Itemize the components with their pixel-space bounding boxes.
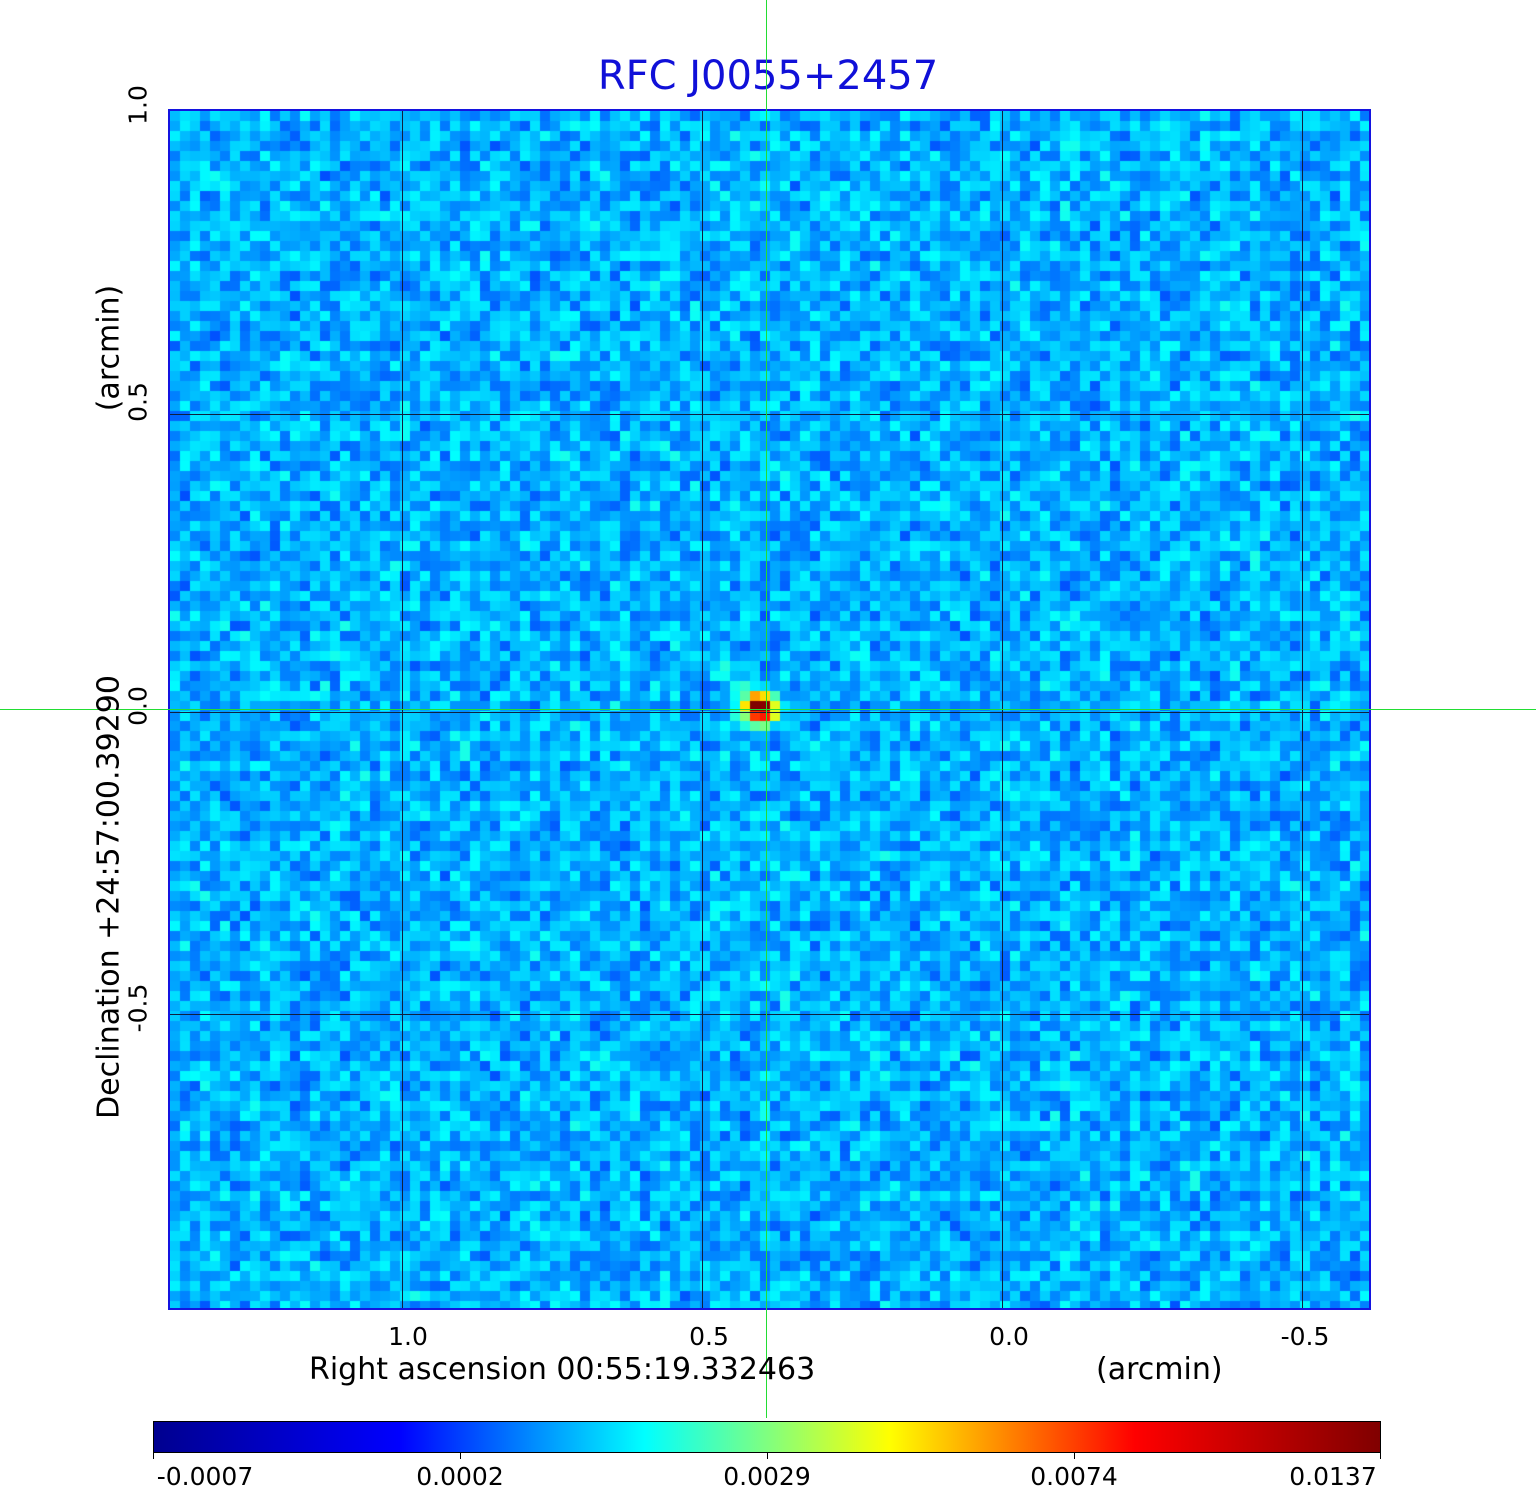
grid-line-y-0.0: [170, 712, 1369, 713]
grid-line-y-minus-0.5: [170, 1014, 1369, 1015]
colorbar-tick: [460, 1453, 461, 1459]
y-axis-unit: (arcmin): [91, 284, 127, 412]
colorbar-tick: [1380, 1453, 1381, 1459]
y-axis-label: Declination +24:57:00.39290: [91, 675, 127, 1119]
colorbar-tick: [153, 1453, 154, 1459]
x-tick-label: 0.0: [989, 1322, 1029, 1351]
x-tick-label: 1.0: [388, 1322, 428, 1351]
grid-line-y-0.5: [170, 414, 1369, 415]
colorbar-label: 0.0074: [1030, 1462, 1118, 1491]
x-axis-label: Right ascension 00:55:19.332463: [309, 1352, 816, 1387]
y-tick-label: 0.0: [123, 686, 153, 726]
y-tick-label: 1.0: [123, 85, 153, 125]
colorbar-label: 0.0029: [723, 1462, 811, 1491]
x-tick-label: -0.5: [1280, 1322, 1330, 1351]
colorbar-label: 0.0137: [1289, 1462, 1377, 1491]
colorbar-label: 0.0002: [416, 1462, 504, 1491]
y-tick-label: 0.5: [123, 382, 153, 422]
x-axis-unit: (arcmin): [1096, 1352, 1223, 1387]
colorbar-label: -0.0007: [156, 1462, 254, 1491]
crosshair-horizontal: [0, 709, 1536, 710]
colorbar-tick: [1074, 1453, 1075, 1459]
colorbar-tick: [767, 1453, 768, 1459]
x-tick-label: 0.5: [689, 1322, 729, 1351]
y-tick-label: -0.5: [123, 983, 153, 1033]
chart-title: RFC J0055+2457: [597, 53, 939, 99]
colorbar: [153, 1421, 1381, 1453]
